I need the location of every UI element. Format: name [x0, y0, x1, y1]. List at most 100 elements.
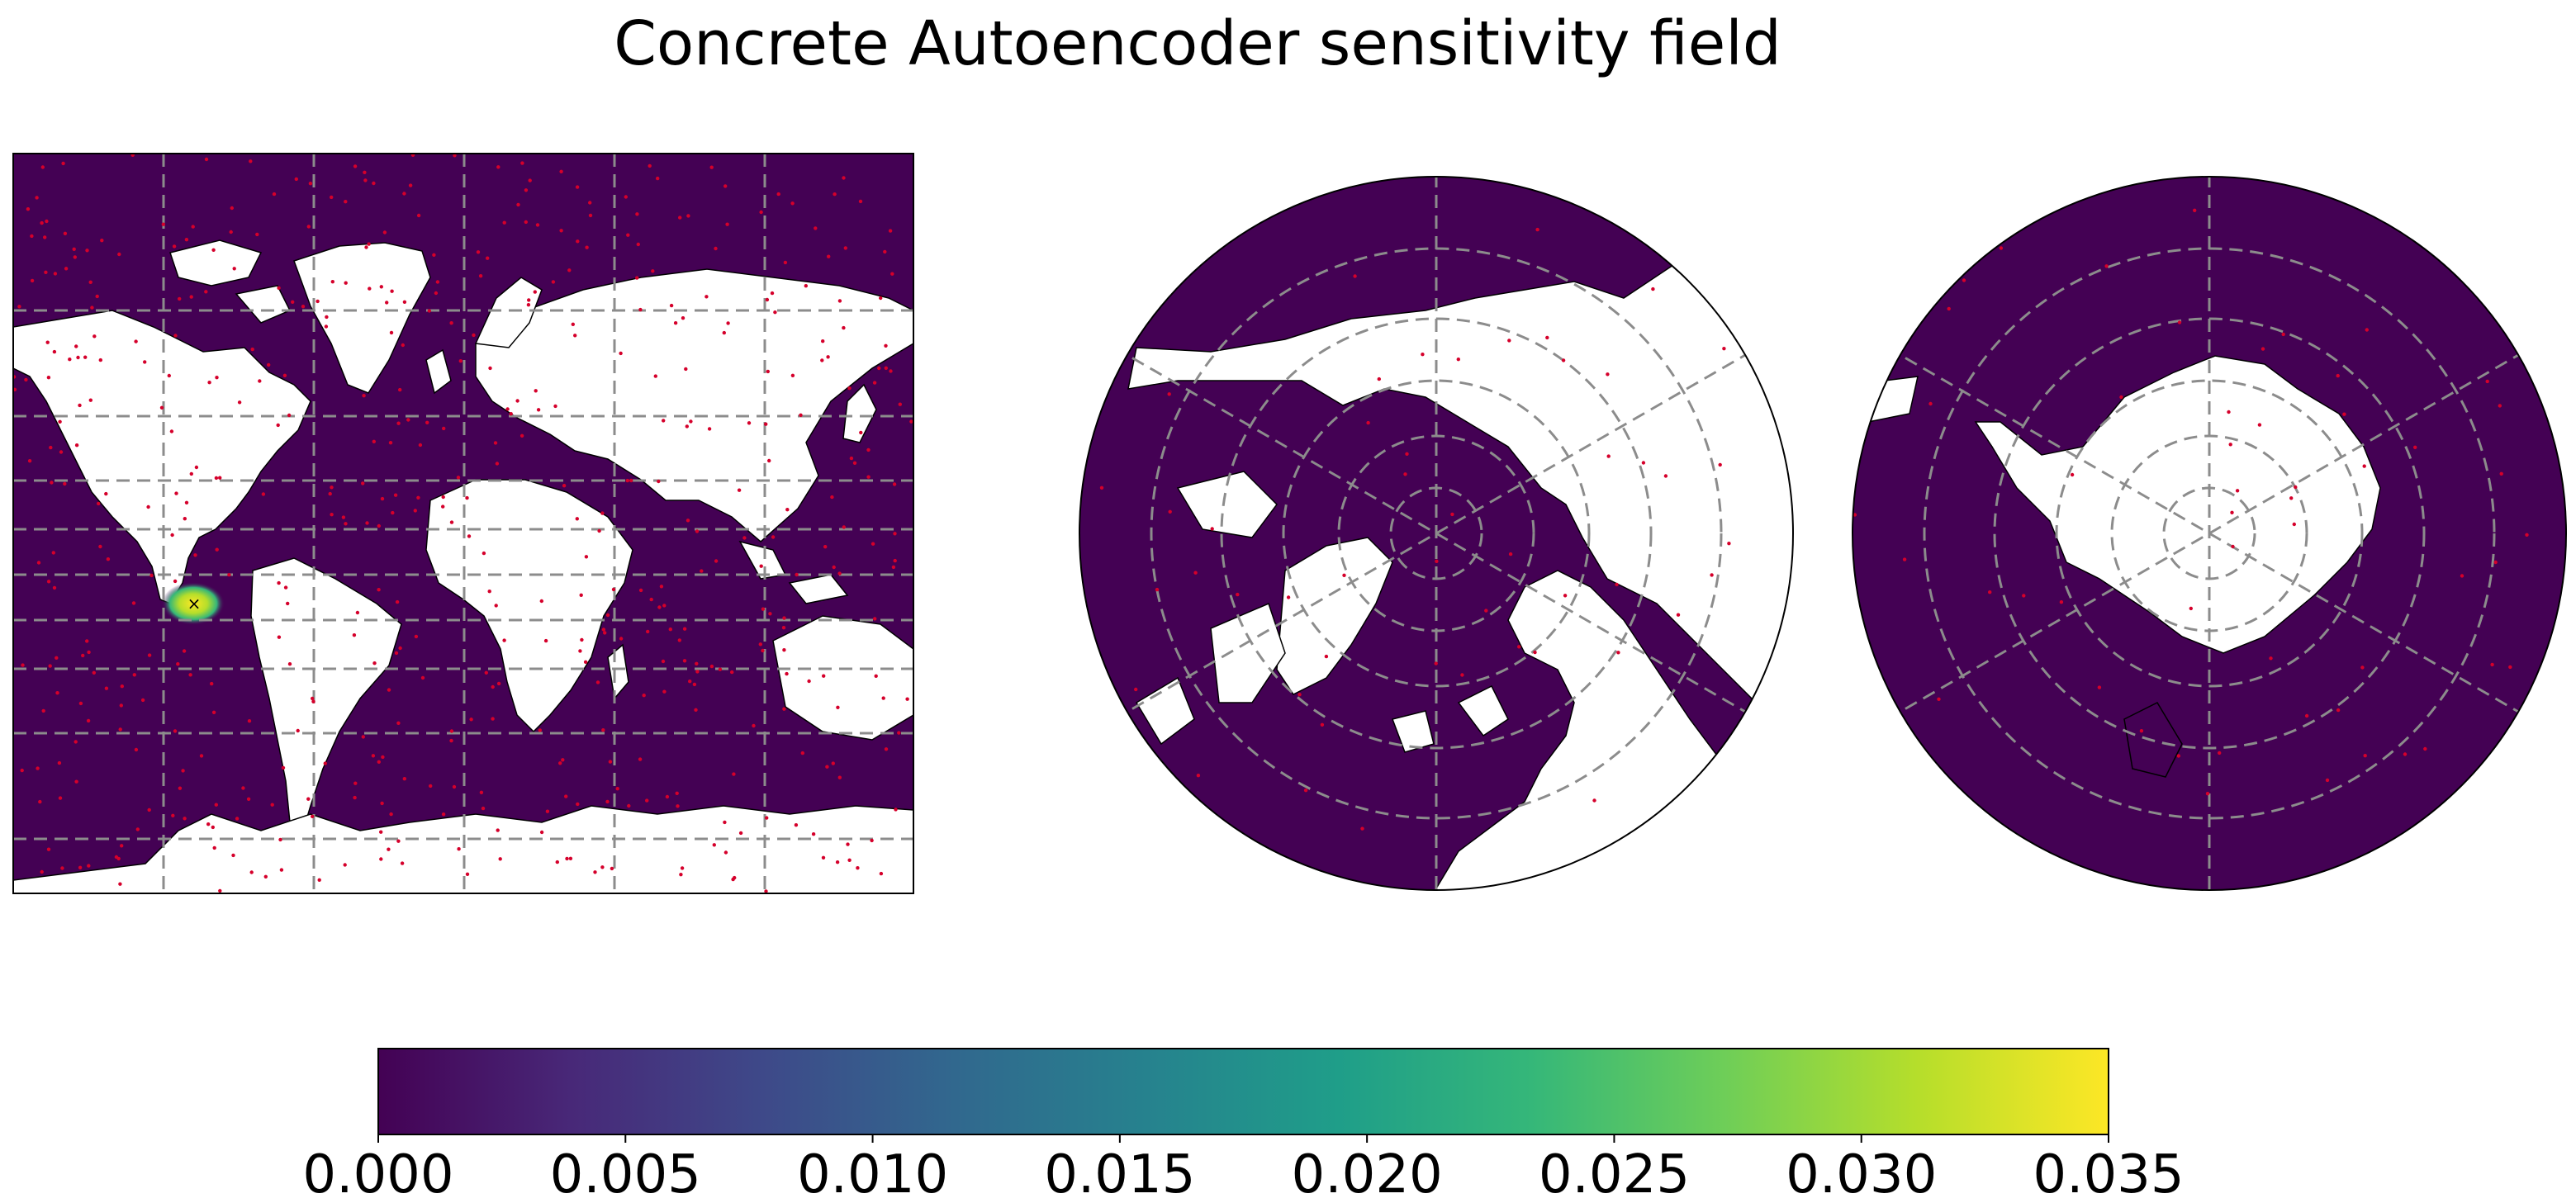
sensor-dot	[2493, 560, 2498, 565]
sensor-dot	[49, 445, 53, 450]
sensor-dot	[1902, 557, 1907, 561]
sensor-dot	[159, 405, 164, 410]
sensor-dot	[527, 298, 531, 302]
sensor-dot	[656, 176, 660, 181]
sensor-dot	[2403, 752, 2408, 756]
sensor-dot	[210, 681, 214, 686]
sensor-dot	[2218, 751, 2222, 755]
sensor-dot	[858, 199, 863, 204]
sensor-dot	[72, 247, 76, 251]
sensor-dot	[2304, 713, 2309, 718]
sensor-dot	[709, 664, 714, 669]
sensor-dot	[449, 729, 454, 733]
sensor-dot	[204, 290, 208, 294]
sensor-dot	[535, 223, 540, 227]
sensor-dot	[2189, 606, 2193, 611]
sensor-dot	[311, 696, 315, 701]
sensor-dot	[723, 820, 727, 825]
colorbar-tick-label: 0.030	[1786, 1144, 1937, 1203]
sensor-dot	[524, 188, 529, 192]
sensor-dot	[46, 580, 51, 584]
sensor-dot	[476, 250, 481, 254]
sensor-dot	[877, 366, 881, 371]
sensor-dot	[723, 184, 728, 188]
sensor-dot	[495, 462, 500, 466]
sensor-dot	[270, 803, 274, 807]
sensor-dot	[847, 386, 852, 391]
sensor-dot	[1616, 651, 1620, 655]
sensor-dot	[27, 459, 32, 463]
sensor-dot	[870, 838, 874, 843]
sensor-dot	[277, 635, 282, 639]
sensor-dot	[2177, 320, 2182, 324]
sensor-dot	[83, 355, 88, 359]
sensor-dot	[638, 588, 643, 593]
sensor-dot	[571, 322, 575, 326]
sensor-dot	[1210, 527, 1214, 531]
sensor-dot	[458, 359, 463, 363]
sensor-dot	[842, 525, 846, 529]
sensor-dot	[1853, 513, 1857, 517]
sensor-dot	[597, 528, 601, 533]
sensor-dot	[893, 532, 897, 536]
sensor-dot	[55, 656, 59, 660]
sensor-dot	[398, 646, 402, 651]
sensor-dot	[785, 671, 789, 676]
sensor-dot	[1286, 595, 1291, 599]
sensor-dot	[207, 381, 211, 385]
sensor-dot	[567, 268, 572, 272]
sensor-dot	[279, 868, 284, 872]
north-gridlines	[1079, 177, 1793, 890]
sensor-dot	[545, 809, 550, 813]
sensor-dot	[194, 465, 199, 470]
sensor-dot	[1722, 347, 1726, 351]
sensor-dot	[52, 349, 57, 354]
mercator-land	[13, 239, 913, 893]
sensor-dot	[362, 394, 366, 398]
sensor-dot	[752, 723, 756, 728]
sensor-dot	[496, 165, 500, 169]
sensor-dot	[585, 245, 589, 249]
sensor-dot	[120, 844, 124, 848]
sensor-dot	[835, 860, 840, 864]
sensor-dot	[704, 295, 709, 299]
sensor-dot	[625, 478, 629, 483]
sensor-dot	[843, 246, 847, 250]
sensor-dot	[765, 816, 769, 820]
sensor-dot	[147, 653, 152, 657]
sensor-dot	[330, 280, 334, 284]
sensor-dot	[742, 536, 747, 540]
sensor-dot	[330, 513, 334, 517]
sensor-dot	[2257, 423, 2262, 427]
sensor-dot	[104, 686, 109, 690]
sensor-dot	[38, 799, 42, 804]
sensor-dot	[87, 864, 91, 868]
sensor-dot	[120, 684, 124, 689]
sensor-dot	[140, 698, 145, 703]
sensor-dot	[64, 267, 69, 271]
sensor-dot	[648, 163, 652, 168]
sensor-dot	[1366, 420, 1370, 425]
sensor-dot	[344, 200, 348, 204]
sensor-dot	[40, 220, 44, 225]
sensor-dot	[17, 305, 21, 309]
sensor-dot	[215, 547, 219, 552]
sensor-dot	[831, 761, 835, 765]
sensor-dot	[1353, 274, 1357, 278]
sensor-dot	[74, 779, 78, 784]
sensor-dot	[277, 286, 281, 290]
sensor-dot	[291, 300, 295, 304]
sensor-dot	[823, 545, 828, 549]
colorbar-tick-label: 0.020	[1292, 1144, 1443, 1203]
sensor-dot	[44, 270, 48, 274]
sensor-dot	[218, 476, 222, 480]
sensor-dot	[519, 433, 524, 438]
sensor-dot	[214, 476, 219, 481]
colorbar-tick-label: 0.005	[550, 1144, 701, 1203]
sensor-dot	[1435, 559, 1439, 563]
sensor-dot	[85, 249, 89, 253]
sensor-dot	[73, 255, 78, 259]
sensor-dot	[178, 296, 182, 301]
sensor-dot	[63, 481, 67, 486]
sensor-dot	[605, 799, 610, 804]
